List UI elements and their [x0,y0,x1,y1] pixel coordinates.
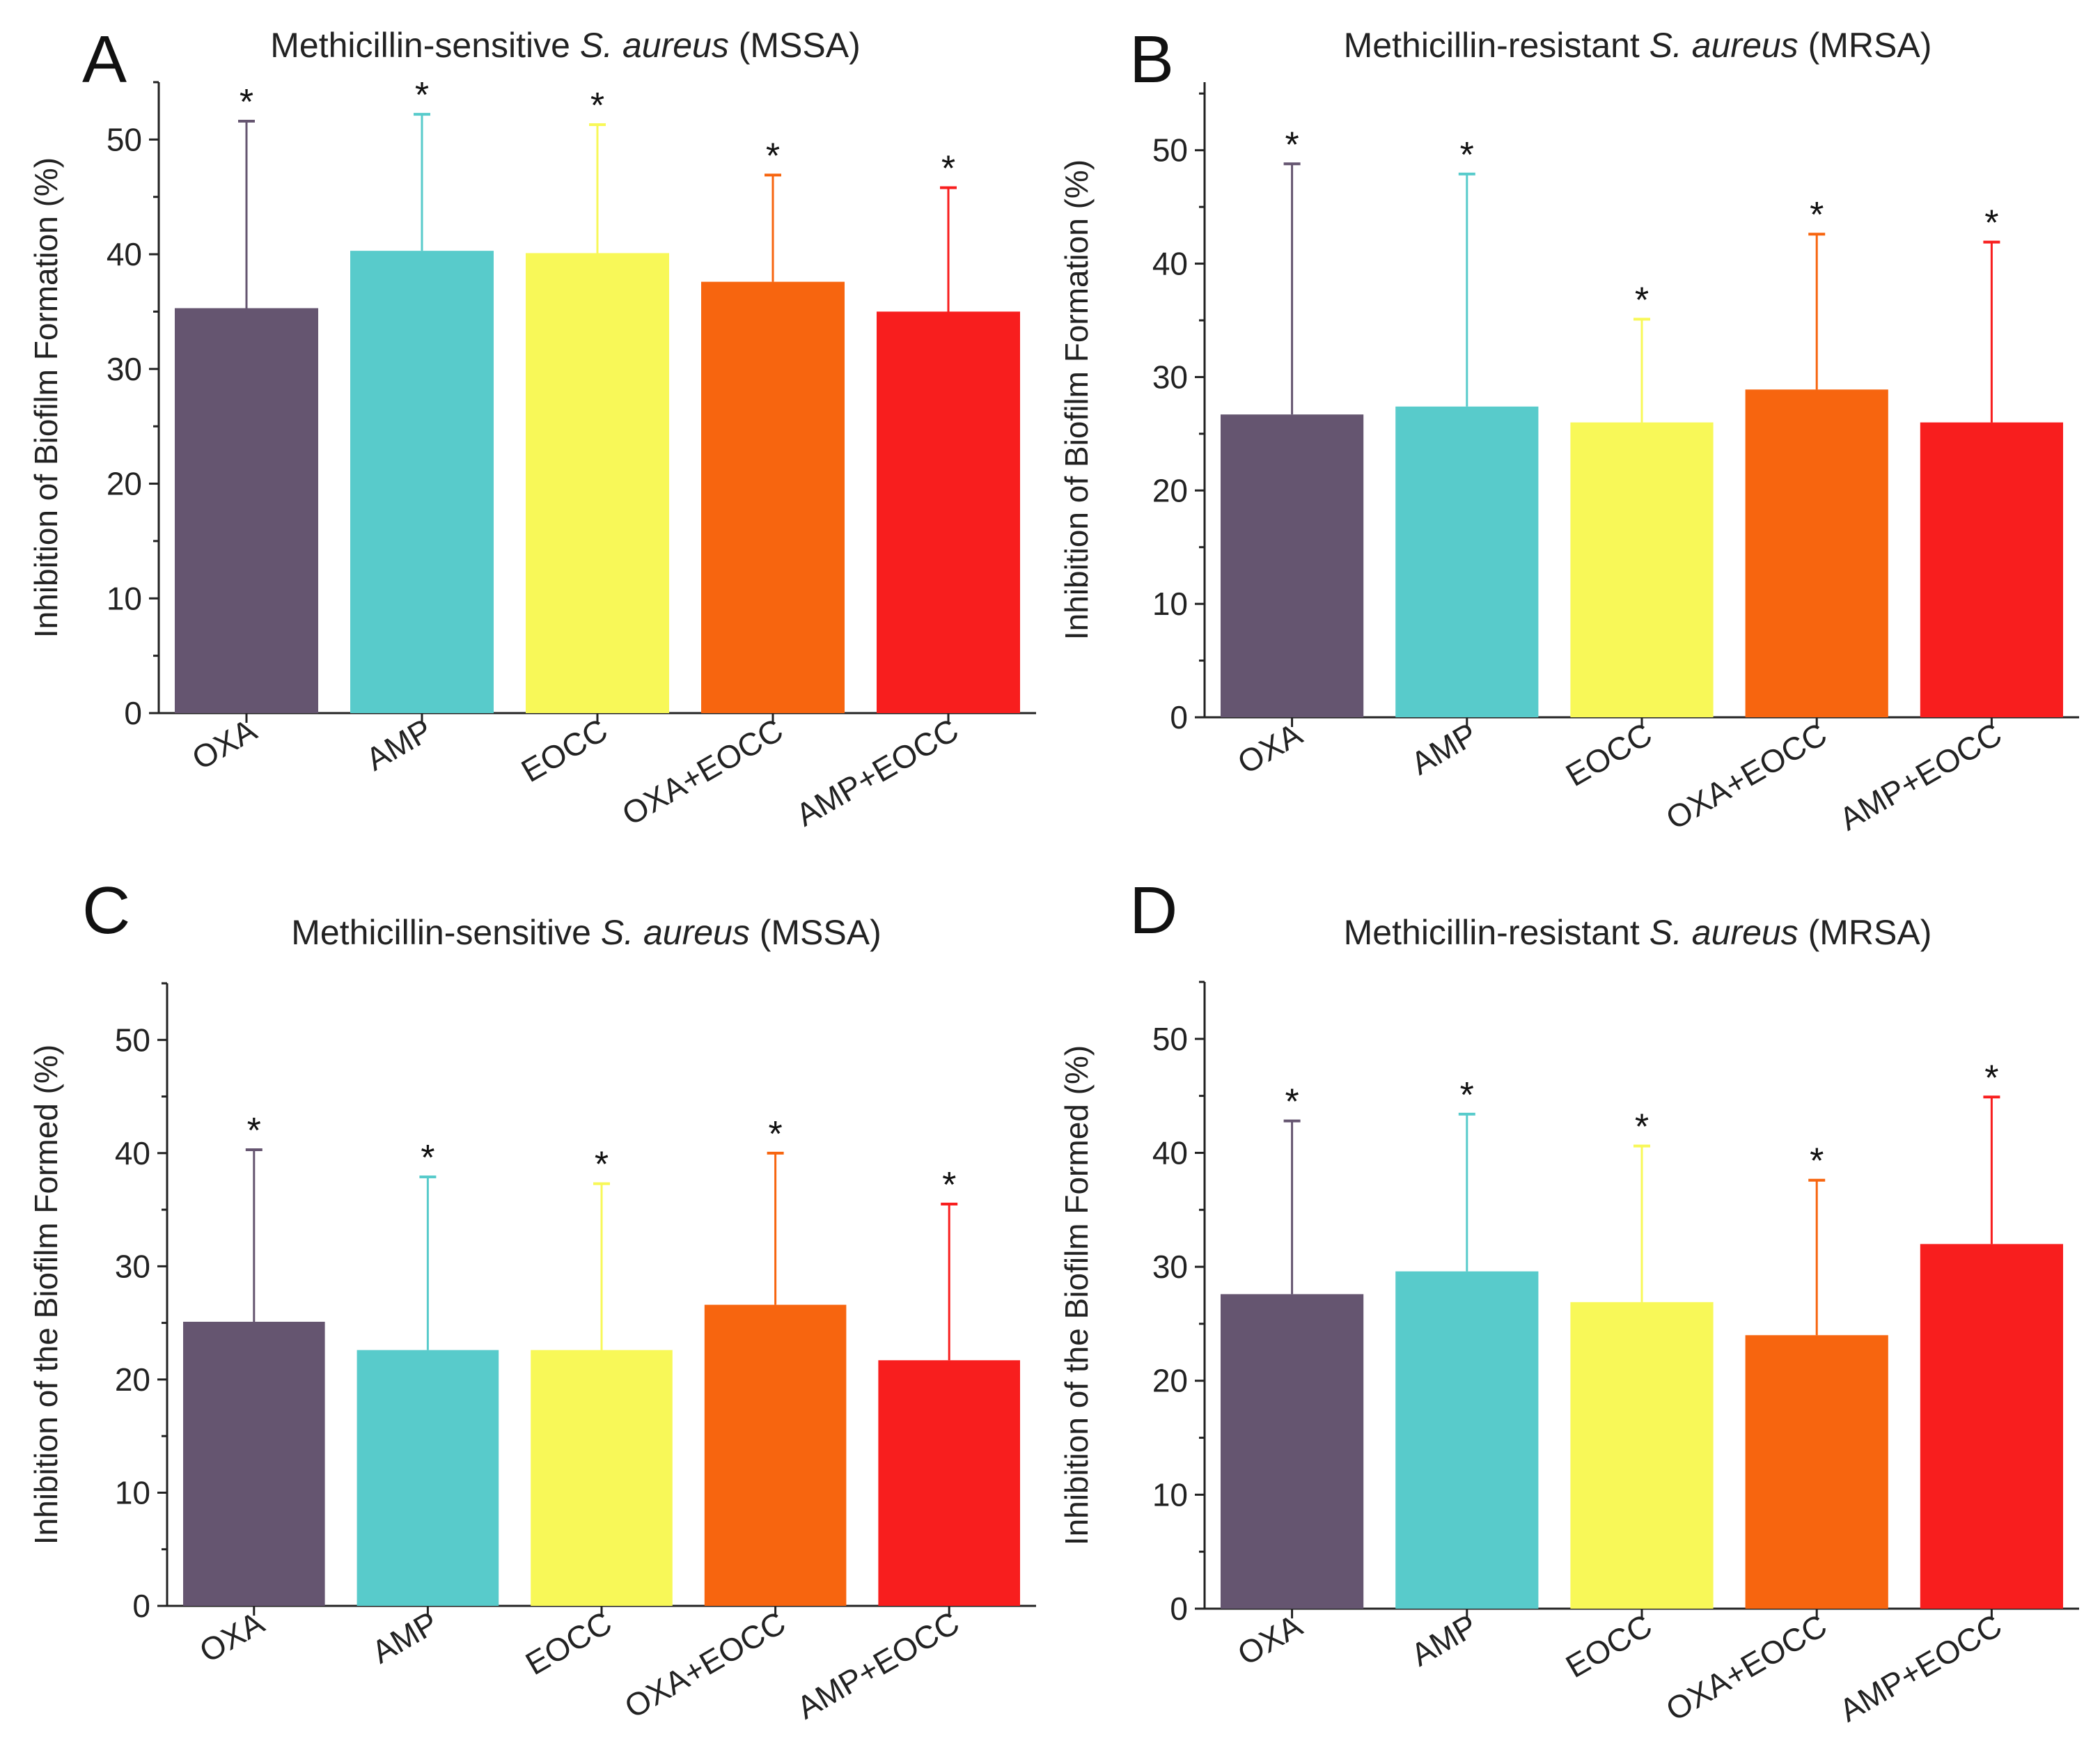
chart-title-prefix: Methicillin-resistant [1344,26,1650,65]
y-tick-label: 20 [1152,1363,1188,1399]
y-tick-label: 30 [1152,359,1188,395]
y-tick-label: 20 [115,1361,150,1398]
significance-star: * [1285,125,1299,165]
bar-oxa [1221,414,1364,717]
y-axis-label: Inhibition of Biofilm Formation (%) [1058,159,1095,640]
y-tick-label: 30 [107,351,142,387]
bar-amp-eocc [878,1360,1020,1606]
bar-eocc [1570,422,1714,717]
y-tick-label: 50 [1152,132,1188,169]
bar-amp [356,1350,499,1606]
significance-star: * [240,82,253,123]
y-tick-label: 40 [107,236,142,272]
y-tick-label: 0 [1170,699,1188,735]
y-axis-label: Inhibition of the Biofilm Formed (%) [1058,1045,1095,1545]
significance-star: * [768,1114,782,1155]
chart-title-prefix: Methicillin-resistant [1344,913,1650,952]
bar-oxa-eocc [1745,389,1888,717]
significance-star: * [595,1145,609,1185]
bar-amp [1395,406,1539,717]
significance-star: * [590,86,604,126]
significance-star: * [1810,1141,1824,1182]
significance-star: * [415,75,429,116]
panel-letter: B [1129,22,1174,97]
bar-amp-eocc [1920,1244,2063,1609]
significance-star: * [421,1138,434,1178]
significance-star: * [1460,135,1474,175]
y-tick-label: 10 [1152,1476,1188,1513]
y-axis-label: Inhibition of Biofilm Formation (%) [28,157,64,638]
panel-letter: D [1129,873,1177,948]
bar-amp-eocc [1920,422,2063,717]
chart-title-suffix: (MSSA) [750,913,881,952]
bar-amp [1395,1271,1539,1609]
bar-oxa-eocc [1745,1335,1888,1609]
significance-star: * [1810,195,1824,235]
bar-oxa [175,308,318,714]
y-tick-label: 40 [1152,246,1188,282]
bar-oxa [1221,1294,1364,1609]
significance-star: * [1984,203,1998,244]
chart-title-prefix: Methicillin-sensitive [291,913,601,952]
significance-star: * [1984,1058,1998,1098]
y-tick-label: 30 [115,1248,150,1284]
significance-star: * [941,149,955,189]
panel-letter: C [82,873,130,948]
chart-panel-b: B Methicillin-resistant S. aureus (MRSA) I… [1058,22,2079,837]
y-tick-label: 0 [1170,1591,1188,1627]
y-tick-label: 10 [107,580,142,616]
chart-title-suffix: (MRSA) [1799,913,1932,952]
bar-eocc [526,253,669,714]
y-tick-label: 50 [107,121,142,157]
significance-star: * [1635,1107,1649,1148]
chart-title-prefix: Methicillin-sensitive [270,26,580,65]
chart-title: Methicillin-sensitive S. aureus (MSSA) [270,26,861,65]
significance-star: * [1285,1082,1299,1123]
y-tick-label: 0 [124,695,142,731]
y-tick-label: 30 [1152,1249,1188,1285]
panel-letter: A [82,22,127,97]
y-tick-label: 0 [132,1588,150,1624]
bar-eocc [1570,1302,1714,1609]
bar-amp [350,251,494,714]
significance-star: * [247,1111,261,1151]
chart-title-suffix: (MRSA) [1799,26,1932,65]
significance-star: * [766,136,780,176]
bar-eocc [531,1350,673,1606]
y-tick-label: 40 [115,1135,150,1171]
significance-star: * [1460,1075,1474,1116]
y-axis-label: Inhibition of the Biofilm Formed (%) [28,1045,64,1545]
y-tick-label: 20 [107,466,142,502]
y-tick-label: 10 [115,1474,150,1510]
chart-title-species: S. aureus [580,26,729,65]
chart-title-suffix: (MSSA) [729,26,861,65]
y-tick-label: 20 [1152,472,1188,508]
y-tick-label: 50 [115,1022,150,1058]
bar-oxa-eocc [704,1304,847,1606]
chart-title: Methicillin-resistant S. aureus (MRSA) [1344,913,1932,952]
y-tick-label: 50 [1152,1021,1188,1057]
bar-oxa-eocc [701,281,845,713]
chart-title: Methicillin-sensitive S. aureus (MSSA) [291,913,881,952]
chart-title-species: S. aureus [1650,26,1799,65]
y-tick-label: 40 [1152,1134,1188,1171]
significance-star: * [1635,280,1649,320]
y-tick-label: 10 [1152,586,1188,622]
chart-title-species: S. aureus [1650,913,1799,952]
bar-oxa [183,1322,325,1606]
chart-title-species: S. aureus [601,913,750,952]
bar-amp-eocc [877,311,1020,713]
significance-star: * [942,1165,956,1205]
chart-title: Methicillin-resistant S. aureus (MRSA) [1344,26,1932,65]
